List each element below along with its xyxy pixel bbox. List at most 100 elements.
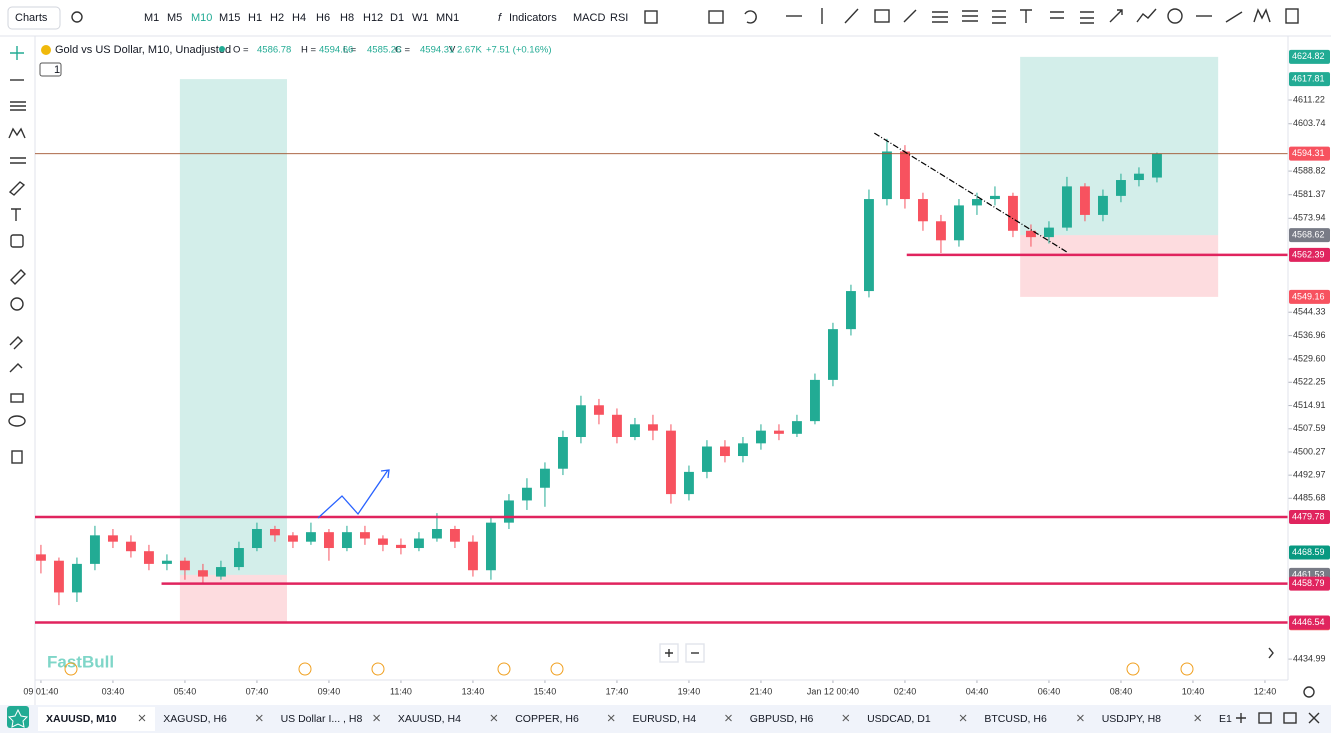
candle-body	[1062, 186, 1072, 228]
candle-body	[215, 567, 226, 577]
tab-label[interactable]: US Dollar I... , H8	[281, 713, 363, 725]
search-icon[interactable]	[71, 11, 83, 23]
calendar-icon[interactable]	[708, 10, 724, 24]
legend-label: C =	[395, 45, 411, 56]
candle-body	[233, 548, 244, 568]
tab-label[interactable]: XAUUSD, H4	[398, 713, 461, 725]
timeframe[interactable]: H4	[292, 12, 306, 24]
tab-label[interactable]: BTCUSD, H6	[984, 713, 1047, 725]
timeframe[interactable]: D1	[390, 12, 404, 24]
price-tag	[1289, 289, 1330, 304]
tab-label[interactable]: E1	[1219, 713, 1232, 725]
tab-label[interactable]: USDCAD, D1	[867, 713, 931, 725]
fx-icon[interactable]: f	[498, 12, 502, 24]
tab-label[interactable]: XAUUSD, M10	[46, 713, 117, 725]
left-tools[interactable]	[8, 46, 26, 464]
candle-body	[629, 424, 640, 437]
tab-close[interactable]	[1194, 714, 1202, 722]
badge[interactable]	[39, 62, 62, 77]
y-tick-label: 4588.82	[1293, 165, 1326, 175]
settings-icon[interactable]	[1303, 686, 1315, 698]
price-tag	[1289, 615, 1330, 630]
legend-label: O =	[233, 45, 249, 56]
price-tag	[1289, 510, 1330, 525]
candle-body	[269, 528, 280, 536]
legend-value: 4585.26	[367, 45, 401, 56]
price-tag-label: 4568.62	[1292, 230, 1325, 240]
x-tick-label: 09:40	[318, 686, 341, 696]
y-tick-label: 4544.33	[1293, 307, 1326, 317]
tabs: XAUUSD, M10 XAGUSD, H6 US Dollar I... , H8…	[38, 707, 1232, 731]
candle-body	[89, 535, 100, 564]
candle-body	[413, 538, 424, 549]
study-macd[interactable]: MACD	[573, 12, 605, 24]
timeframe[interactable]: H12	[363, 12, 383, 24]
market-status	[219, 46, 225, 52]
tab-controls[interactable]	[1236, 712, 1320, 724]
tabs-bar	[0, 705, 1331, 733]
tab-close[interactable]	[607, 714, 615, 722]
tab-label[interactable]: XAGUSD, H6	[163, 713, 227, 725]
tab-close[interactable]	[959, 714, 967, 722]
tab-label[interactable]: GBPUSD, H6	[750, 713, 814, 725]
zoom-buttons[interactable]	[659, 643, 1274, 663]
timeframe[interactable]: H8	[340, 12, 354, 24]
active-tab[interactable]	[38, 707, 155, 731]
x-tick-label: 21:40	[750, 686, 773, 696]
tab-label[interactable]: EURUSD, H4	[633, 713, 697, 725]
candle-body	[828, 329, 838, 380]
price-tag-label: 4461.53	[1292, 569, 1325, 579]
tab-close[interactable]	[1077, 714, 1084, 722]
y-tick-label: 4581.37	[1293, 189, 1326, 199]
tab-close[interactable]	[725, 714, 732, 722]
legend-values: O = H = L = C = V 4586.78 4594.66 4585.26 4594.3…	[233, 45, 552, 56]
candle-body	[990, 195, 1000, 200]
candle-body	[539, 468, 550, 488]
indicators-button[interactable]: Indicators	[509, 12, 557, 24]
timeframe[interactable]: H2	[270, 12, 284, 24]
drawing-tools[interactable]	[744, 8, 1299, 24]
timeframe[interactable]: M10	[191, 12, 212, 24]
legend-label: H =	[301, 45, 317, 56]
layout-icon[interactable]	[644, 10, 658, 24]
timeframe[interactable]: M1	[144, 12, 159, 24]
timeframe[interactable]: H1	[248, 12, 262, 24]
timeframe[interactable]: H6	[316, 12, 330, 24]
candle-body	[900, 151, 910, 200]
charts-button[interactable]	[7, 6, 61, 30]
price-tag-label: 4549.16	[1292, 291, 1325, 301]
candle-body	[197, 570, 208, 577]
legend-volume: 2.67K	[457, 45, 482, 56]
tab-close[interactable]	[138, 714, 146, 722]
candle-body	[918, 199, 928, 222]
x-tick-label: 06:40	[1038, 686, 1061, 696]
x-tick-label: 05:40	[174, 686, 197, 696]
tab-close[interactable]	[373, 714, 380, 722]
watermark: FastBull	[47, 652, 114, 671]
candle-body	[702, 446, 712, 472]
y-tick-label: 4507.59	[1293, 423, 1326, 433]
legend-title: Gold vs US Dollar, M10, Unadjusted	[55, 44, 231, 56]
candle-body	[467, 541, 478, 571]
tab-close[interactable]	[490, 714, 498, 722]
candle-body	[521, 487, 532, 501]
candle-body	[359, 532, 370, 539]
timeframe[interactable]: M5	[167, 12, 182, 24]
tab-close[interactable]	[255, 714, 263, 722]
timeframe[interactable]: MN1	[436, 12, 459, 24]
candle-body	[1098, 195, 1108, 215]
trend-line	[874, 132, 1068, 253]
x-tick-label: 13:40	[462, 686, 485, 696]
legend-label: L =	[343, 45, 357, 56]
tab-close[interactable]	[842, 714, 850, 722]
study-rsi[interactable]: RSI	[610, 12, 628, 24]
timeframe[interactable]: W1	[412, 12, 429, 24]
tab-label[interactable]: COPPER, H6	[515, 713, 579, 725]
charts-label[interactable]: Charts	[15, 12, 48, 24]
tab-label[interactable]: USDJPY, H8	[1102, 713, 1161, 725]
candle-body	[864, 199, 874, 292]
price-tag	[1289, 247, 1330, 262]
timeframe[interactable]: M15	[219, 12, 240, 24]
candle-body	[323, 532, 334, 549]
candle-body	[341, 532, 352, 549]
